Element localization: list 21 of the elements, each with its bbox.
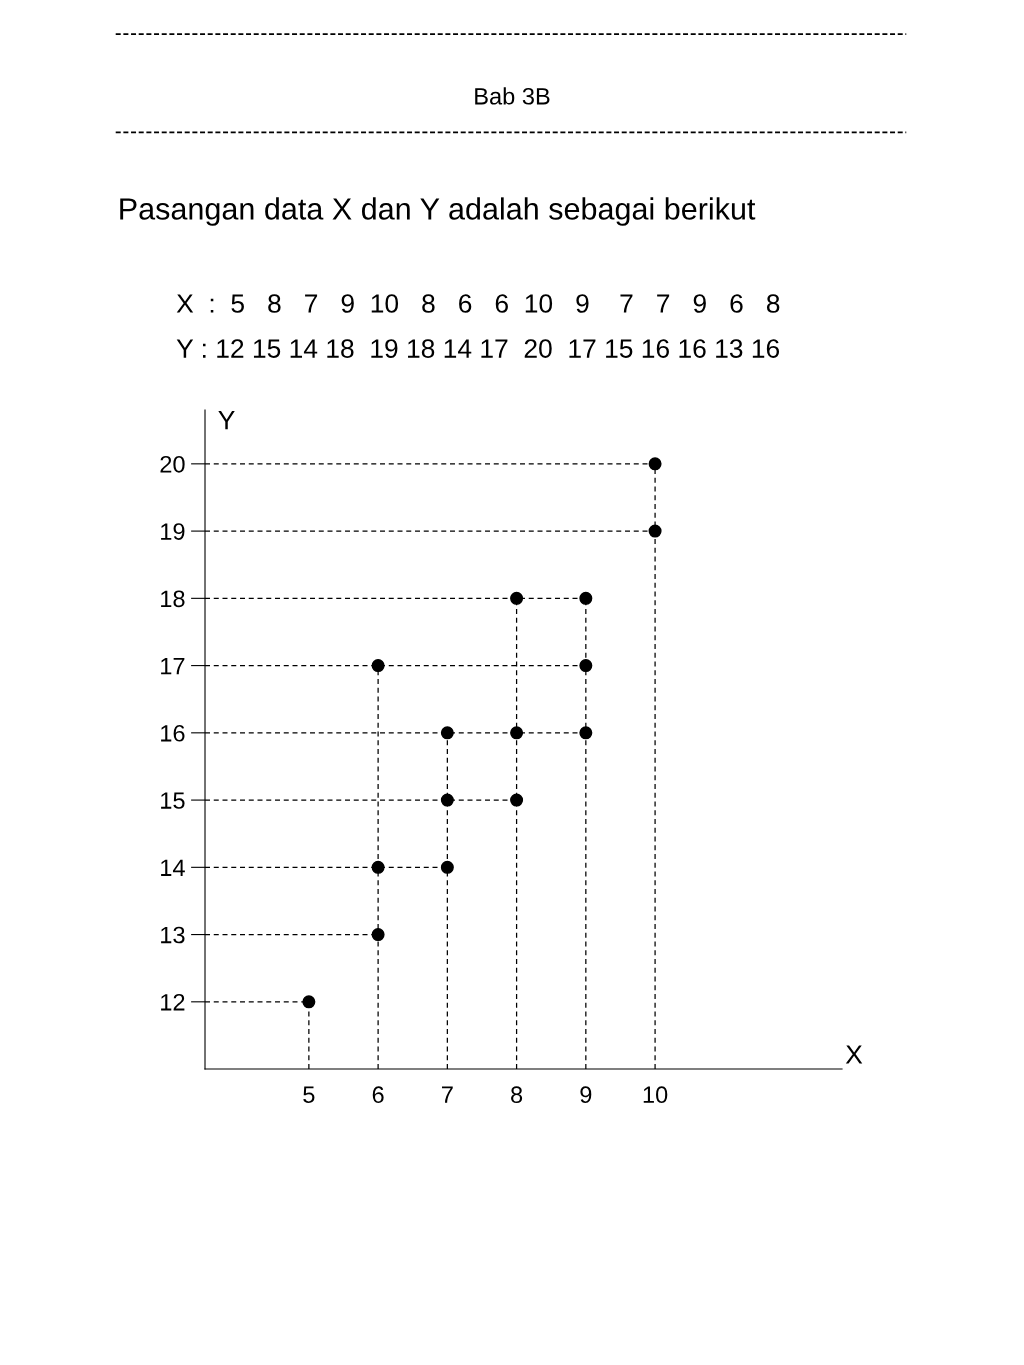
y-tick-label: 14: [161, 859, 185, 876]
y-tick-label: 18: [161, 590, 185, 608]
text: Y : 12 15 14 18 19 18 14 17 20 17 15 16 16 13 16: [176, 339, 780, 358]
x-tick-label: 5: [303, 1086, 315, 1104]
x-tick-label: 6: [372, 1086, 384, 1104]
chart-subtitle: Bab 3B: [475, 87, 550, 105]
y-tick-label: 19: [161, 523, 185, 540]
x-tick-label: 7: [442, 1086, 453, 1103]
text: X : 5 8 7 9 10 8 6 6 10 9 7 7 9 6 8: [176, 294, 780, 313]
x-tick-label: 9: [580, 1086, 592, 1104]
chart-title: Pasangan data X dan Y adalah sebagai berikut: [120, 197, 756, 226]
y-tick-label: 20: [160, 455, 185, 473]
y-tick-label: 15: [161, 792, 185, 809]
x-tick-label: 8: [511, 1086, 523, 1104]
y-tick-label: 12: [161, 993, 185, 1011]
y-tick-label: 13: [161, 926, 185, 944]
x-axis-title: X: [845, 1045, 863, 1064]
y-tick-label: 16: [161, 724, 185, 742]
x-tick-label: 10: [643, 1086, 668, 1104]
y-axis-title: Y: [218, 411, 235, 430]
y-tick-label: 17: [161, 657, 185, 675]
